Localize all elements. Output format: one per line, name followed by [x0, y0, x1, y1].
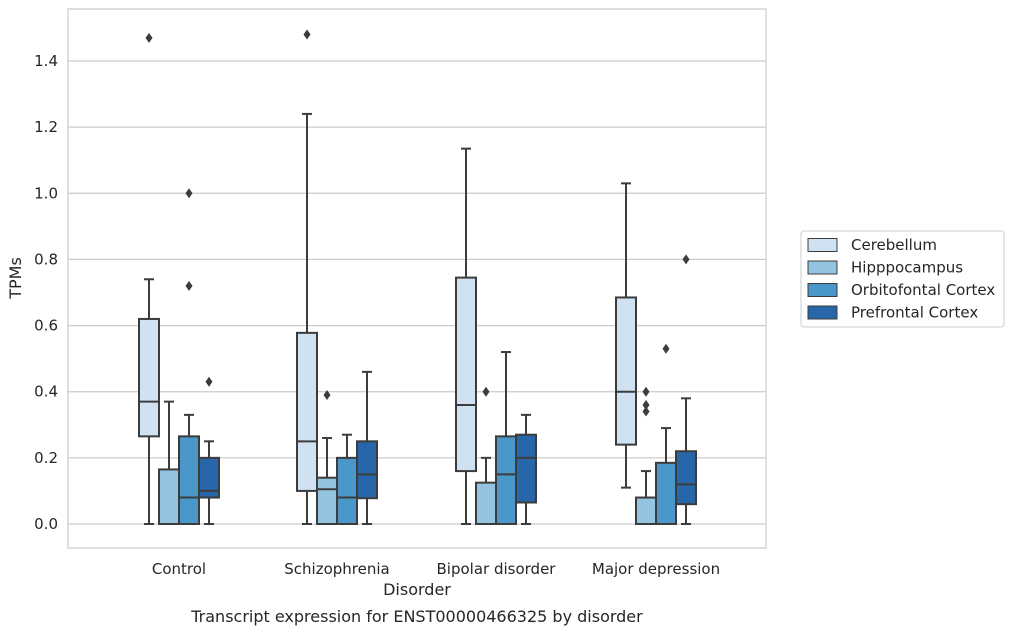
x-axis-title: Disorder: [383, 580, 451, 599]
y-tick-label: 0.6: [34, 317, 58, 335]
iqr-box: [475, 481, 497, 525]
outlier-point: [323, 390, 331, 401]
iqr-box: [655, 461, 677, 526]
iqr-box: [455, 276, 477, 473]
legend-swatch: [807, 283, 838, 297]
legend-swatch: [807, 238, 838, 252]
outlier-point: [185, 188, 193, 199]
outlier-point: [205, 376, 213, 387]
legend-swatch: [807, 305, 838, 320]
y-tick-label: 1.0: [34, 184, 58, 202]
y-axis-title: TPMs: [6, 257, 25, 300]
outlier-point: [642, 399, 650, 410]
box-0-1: [296, 29, 318, 525]
iqr-box: [178, 435, 200, 525]
legend-label: Prefrontal Cortex: [851, 304, 978, 322]
y-tick-label: 0.0: [34, 515, 58, 533]
box-1-2: [475, 386, 497, 525]
x-tick-label: Bipolar disorder: [437, 560, 557, 578]
box-0-3: [615, 182, 637, 489]
iqr-box: [138, 317, 160, 438]
box-1-0: [158, 400, 180, 525]
boxes-layer: [138, 29, 697, 526]
box-3-1: [356, 370, 378, 525]
outlier-point: [482, 386, 490, 397]
x-tick-label: Major depression: [592, 560, 720, 578]
plot-area-frame: [67, 8, 767, 549]
iqr-box: [495, 435, 517, 525]
iqr-box: [158, 468, 180, 525]
outlier-point: [303, 29, 311, 40]
y-tick-label: 0.2: [34, 449, 58, 467]
legend-frame: [800, 230, 1005, 328]
outlier-point: [642, 386, 650, 397]
legend-label: Orbitofontal Cortex: [851, 281, 995, 299]
y-tick-labels: 0.0 0.2 0.4 0.6 0.8 1.0 1.2 1.4: [34, 52, 58, 533]
outlier-point: [662, 343, 670, 354]
y-tick-label: 1.2: [34, 118, 58, 136]
chart-caption: Transcript expression for ENST0000046632…: [190, 607, 643, 626]
iqr-box: [296, 331, 318, 492]
outlier-point: [145, 32, 153, 43]
box-2-1: [336, 433, 358, 526]
box-3-3: [675, 254, 697, 525]
y-tick-label: 0.8: [34, 250, 58, 268]
box-0-2: [455, 147, 477, 525]
y-tick-label: 0.4: [34, 383, 58, 401]
iqr-box: [316, 476, 338, 526]
iqr-box: [515, 433, 537, 504]
x-tick-label: Control: [152, 560, 206, 578]
legend-swatch: [807, 260, 838, 275]
iqr-box: [675, 450, 697, 506]
iqr-box: [198, 456, 220, 499]
box-3-0: [198, 376, 220, 525]
iqr-box: [635, 496, 657, 525]
iqr-box: [615, 296, 637, 446]
legend-label: Cerebellum: [851, 236, 937, 254]
outlier-point: [642, 406, 650, 417]
outlier-point: [682, 254, 690, 265]
x-tick-labels: Control Schizophrenia Bipolar disorder Majo…: [152, 560, 720, 578]
iqr-box: [356, 440, 378, 500]
iqr-box: [336, 456, 358, 526]
box-2-0: [178, 188, 200, 525]
legend: Cerebellum Hipppocampus Orbitofontal Corte…: [800, 230, 1005, 328]
x-tick-label: Schizophrenia: [284, 560, 389, 578]
legend-label: Hipppocampus: [851, 259, 963, 277]
outlier-point: [185, 280, 193, 291]
box-0-0: [138, 32, 160, 525]
box-3-2: [515, 413, 537, 525]
y-tick-label: 1.4: [34, 52, 58, 70]
